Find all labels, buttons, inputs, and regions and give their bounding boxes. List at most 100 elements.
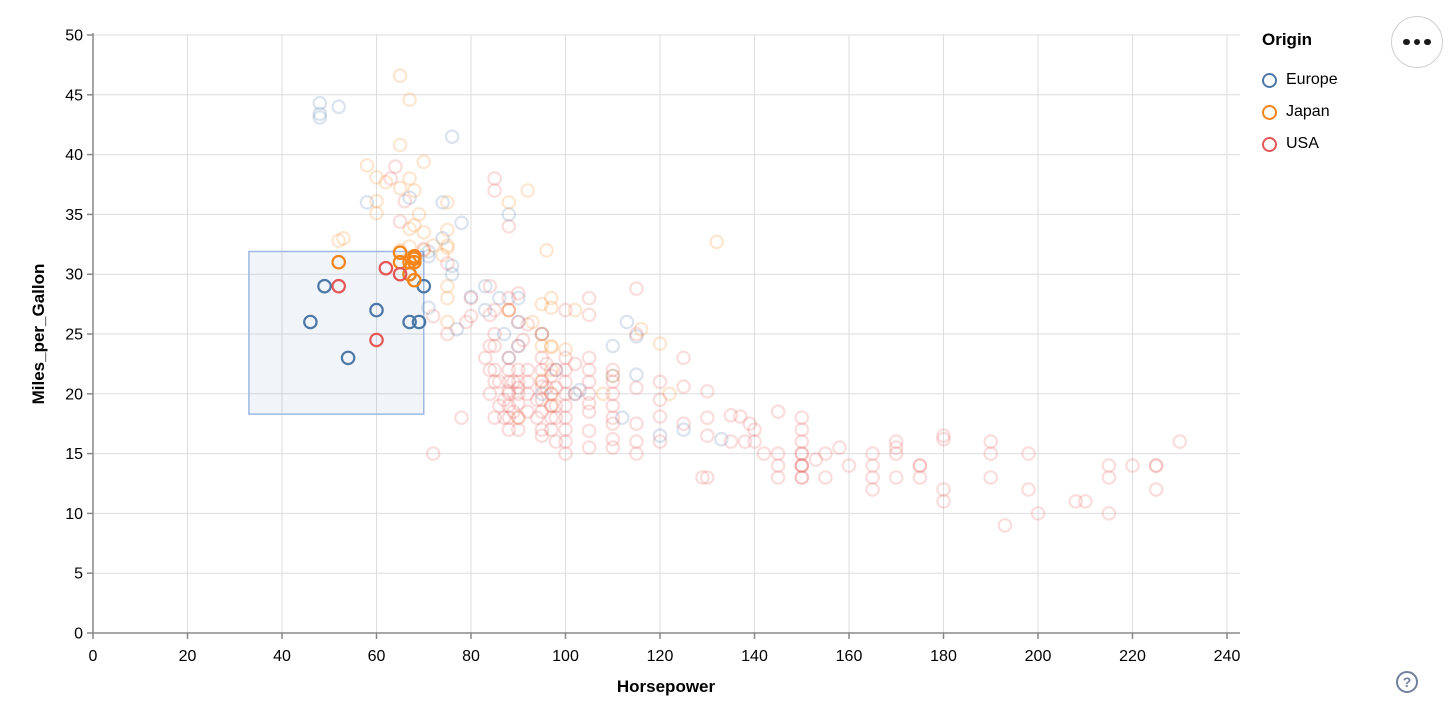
data-point-europe bbox=[421, 244, 436, 259]
data-point-usa bbox=[983, 434, 998, 449]
data-point-japan bbox=[369, 205, 384, 221]
x-tick-label: 120 bbox=[647, 648, 674, 665]
data-point-europe bbox=[303, 314, 318, 330]
data-point-japan bbox=[510, 410, 526, 425]
data-point-usa bbox=[888, 434, 904, 449]
data-point-europe bbox=[435, 195, 450, 210]
data-point-japan bbox=[369, 193, 384, 209]
data-point-usa bbox=[1030, 506, 1046, 521]
data-point-europe bbox=[614, 410, 630, 425]
data-point-usa bbox=[723, 434, 739, 449]
data-point-usa bbox=[1021, 482, 1036, 497]
x-tick-label: 80 bbox=[462, 648, 480, 665]
y-tick-label: 40 bbox=[65, 147, 83, 164]
data-point-usa bbox=[477, 350, 493, 366]
data-point-japan bbox=[539, 243, 554, 258]
legend-item-europe[interactable]: Europe bbox=[1262, 64, 1412, 96]
data-point-usa bbox=[487, 374, 502, 390]
data-point-usa bbox=[1101, 470, 1117, 485]
data-point-usa bbox=[794, 410, 810, 425]
data-point-usa bbox=[629, 281, 644, 296]
data-point-europe bbox=[411, 314, 427, 330]
data-point-usa bbox=[770, 446, 786, 461]
legend-title: Origin bbox=[1262, 30, 1313, 49]
data-point-usa bbox=[392, 214, 408, 229]
more-options-button[interactable] bbox=[1391, 16, 1443, 68]
data-point-usa bbox=[487, 410, 502, 425]
data-point-japan bbox=[440, 278, 455, 294]
data-point-japan bbox=[534, 326, 550, 342]
data-point-usa bbox=[558, 410, 573, 425]
data-point-usa bbox=[794, 434, 810, 449]
data-point-usa bbox=[501, 384, 517, 399]
data-point-japan bbox=[543, 362, 559, 378]
data-point-usa bbox=[695, 470, 710, 485]
data-point-usa bbox=[1148, 458, 1164, 473]
data-point-europe bbox=[312, 106, 328, 122]
data-point-europe bbox=[359, 195, 375, 210]
data-point-usa bbox=[397, 193, 413, 209]
data-point-usa bbox=[865, 446, 880, 461]
data-point-usa bbox=[888, 440, 904, 455]
data-point-usa bbox=[331, 278, 346, 294]
data-point-usa bbox=[520, 386, 535, 402]
data-point-europe bbox=[605, 338, 621, 354]
data-point-usa bbox=[501, 374, 517, 390]
ellipsis-icon bbox=[1424, 38, 1431, 46]
data-point-usa bbox=[510, 386, 526, 402]
data-point-usa bbox=[458, 314, 474, 330]
data-point-europe bbox=[619, 314, 635, 330]
data-point-usa bbox=[723, 407, 739, 423]
data-point-usa bbox=[506, 374, 521, 390]
help-button[interactable]: ? bbox=[1396, 671, 1418, 693]
data-point-usa bbox=[425, 308, 441, 324]
data-point-japan bbox=[440, 238, 455, 253]
data-point-europe bbox=[402, 190, 417, 205]
data-point-usa bbox=[534, 326, 550, 342]
data-point-usa bbox=[605, 410, 621, 425]
data-point-usa bbox=[605, 362, 621, 378]
y-tick-label: 5 bbox=[74, 566, 83, 583]
data-point-europe bbox=[477, 278, 493, 294]
data-point-japan bbox=[567, 302, 583, 318]
ellipsis-icon bbox=[1413, 38, 1421, 46]
data-point-usa bbox=[487, 302, 502, 318]
data-point-usa bbox=[888, 470, 904, 485]
data-point-usa bbox=[983, 470, 998, 485]
data-point-japan bbox=[402, 171, 417, 186]
data-point-europe bbox=[714, 431, 729, 447]
brush-rect[interactable] bbox=[248, 250, 425, 415]
data-point-usa bbox=[558, 350, 573, 366]
data-point-usa bbox=[936, 494, 951, 509]
data-point-usa bbox=[510, 285, 526, 301]
data-point-usa bbox=[912, 458, 928, 473]
data-point-usa bbox=[534, 422, 550, 437]
data-point-usa bbox=[756, 446, 772, 461]
legend-item-japan[interactable]: Japan bbox=[1262, 96, 1412, 128]
data-point-usa bbox=[510, 396, 526, 411]
legend-item-usa[interactable]: USA bbox=[1262, 128, 1412, 160]
data-point-usa bbox=[520, 317, 535, 332]
data-point-usa bbox=[1125, 458, 1140, 473]
data-point-europe bbox=[567, 386, 583, 402]
data-point-japan bbox=[392, 180, 408, 196]
data-point-usa bbox=[534, 379, 550, 394]
data-point-japan bbox=[501, 302, 517, 318]
data-point-japan bbox=[440, 314, 455, 330]
data-point-japan bbox=[440, 195, 455, 210]
data-point-usa bbox=[534, 428, 550, 443]
x-tick-label: 100 bbox=[552, 648, 579, 665]
data-point-japan bbox=[633, 321, 649, 337]
brush-selection[interactable] bbox=[248, 250, 425, 415]
y-tick-label: 45 bbox=[65, 87, 83, 104]
data-point-usa bbox=[699, 384, 715, 399]
data-point-usa bbox=[383, 171, 398, 186]
data-point-usa bbox=[388, 159, 403, 174]
data-point-japan bbox=[501, 302, 517, 318]
data-point-usa bbox=[463, 308, 479, 324]
data-point-usa bbox=[1148, 482, 1164, 497]
data-point-usa bbox=[463, 290, 479, 306]
data-point-usa bbox=[501, 290, 517, 306]
data-point-usa bbox=[543, 386, 559, 402]
